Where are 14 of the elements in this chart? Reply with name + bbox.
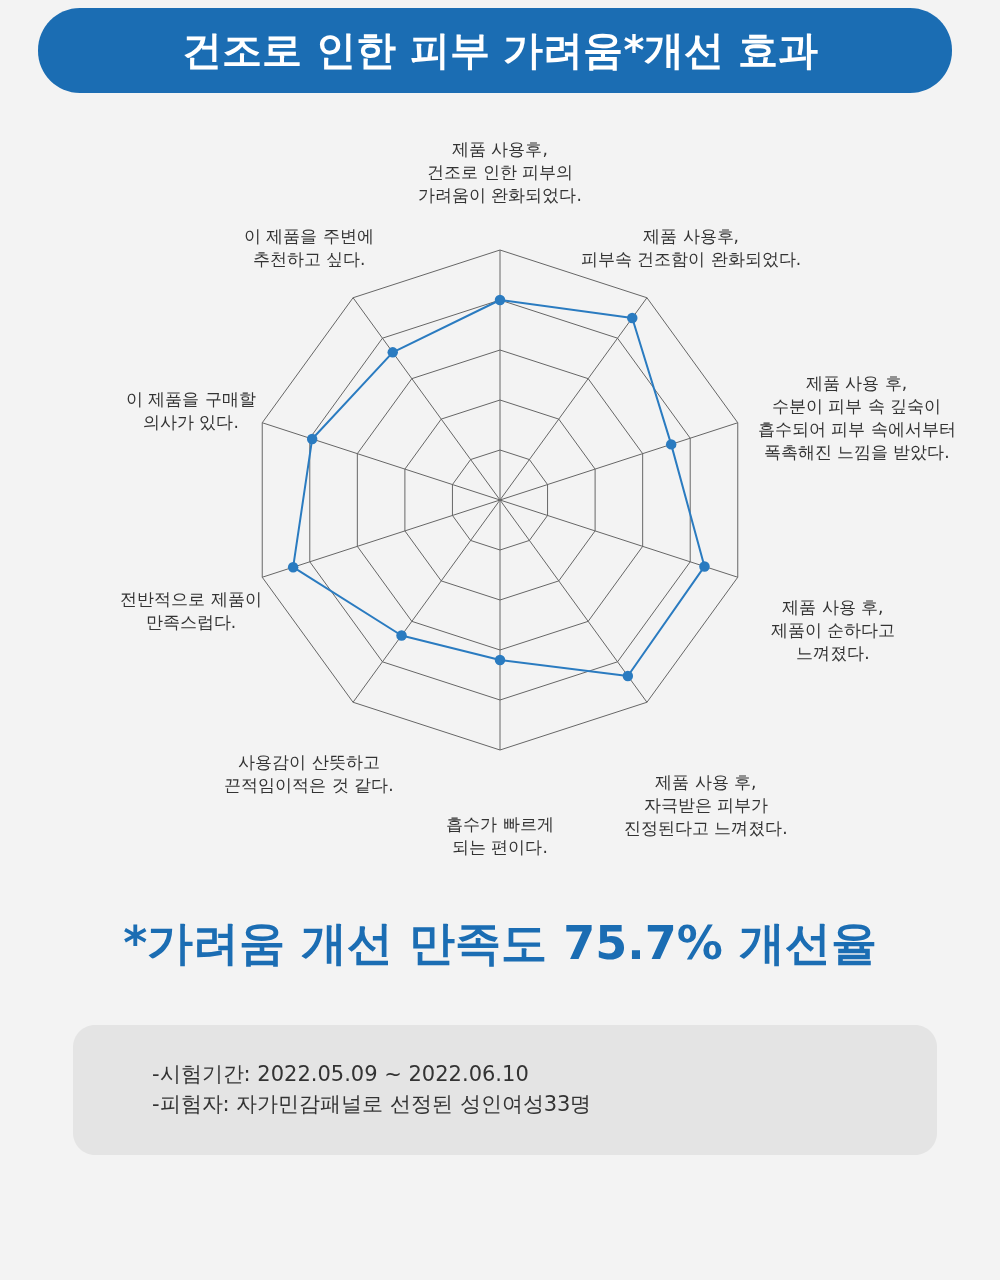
spoke-label: 이 제품을 주변에 추천하고 싶다. xyxy=(244,226,374,270)
text: -피험자: 자가민감패널로 선정된 성인여성33명 xyxy=(152,1092,592,1116)
spoke-label: 제품 사용후, 건조로 인한 피부의 가려움이 완화되었다. xyxy=(418,139,582,205)
chart-title: 건조로 인한 피부 가려움*개선 효과 xyxy=(181,27,819,73)
text: *가려움 개선 만족도 75.7% 개선율 xyxy=(123,916,877,970)
spoke-label: 이 제품을 구매할 의사가 있다. xyxy=(126,388,256,432)
spoke-label: 흡수가 빠르게 되는 편이다. xyxy=(446,814,554,857)
text: -시험기간: 2022.05.09 ~ 2022.06.10 xyxy=(152,1062,529,1086)
spoke-label: 제품 사용 후, 수분이 피부 속 깊숙이 흡수되어 피부 속에서부터 폭촉해진 느낌을 받았다. xyxy=(757,373,956,463)
spoke-label: 전반적으로 제품이 만족스럽다. xyxy=(120,589,262,633)
spoke-label: 제품 사용후, 피부속 건조함이 완화되었다. xyxy=(580,226,802,270)
spoke-label: 제품 사용 후, 자극받은 피부가 진정된다고 느껴졌다. xyxy=(623,772,788,839)
spoke-label: 제품 사용 후, 제품이 순하다고 느껴졌다. xyxy=(770,597,896,664)
spoke-label: 사용감이 산뜻하고 끈적임이적은 것 같다. xyxy=(224,751,394,795)
